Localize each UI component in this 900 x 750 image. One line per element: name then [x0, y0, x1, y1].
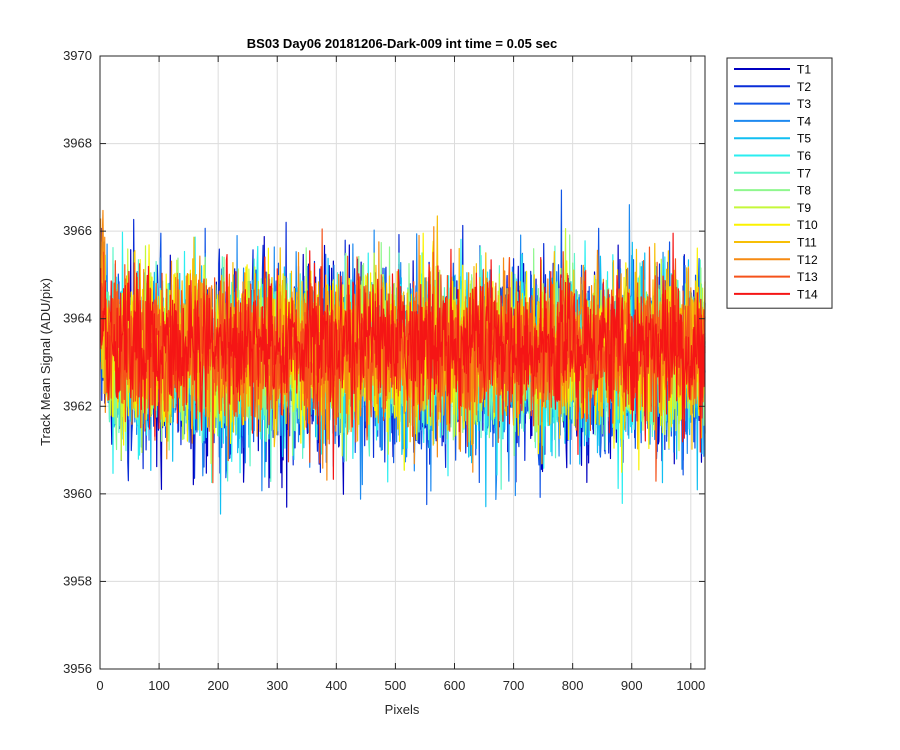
legend-label: T7: [797, 166, 811, 180]
legend-label: T10: [797, 218, 818, 232]
legend-label: T1: [797, 63, 811, 77]
legend-label: T6: [797, 149, 811, 163]
x-tick-label: 200: [207, 678, 229, 693]
legend: T1 T2 T3 T4 T5 T6 T7 T8 T9 T10 T11 T12 T13 T14: [726, 57, 833, 309]
y-tick-label: 3958: [63, 573, 92, 588]
y-tick-label: 3968: [63, 136, 92, 151]
x-tick-label: 900: [621, 678, 643, 693]
x-axis-label: Pixels: [385, 702, 420, 717]
x-tick-label: 600: [444, 678, 466, 693]
axis-ticks: 0 100 200 300 400 500 600 700 800 900 1000 3956 3958…: [63, 48, 705, 693]
legend-label: T13: [797, 270, 818, 284]
y-tick-label: 3970: [63, 48, 92, 63]
legend-label: T8: [797, 184, 811, 198]
legend-label: T3: [797, 97, 811, 111]
x-tick-label: 700: [503, 678, 525, 693]
plot-area-frame: [99, 55, 706, 670]
series-line-t14: [99, 232, 706, 480]
y-tick-label: 3956: [63, 661, 92, 676]
legend-label: T14: [797, 287, 818, 301]
legend-label: T12: [797, 253, 818, 267]
legend-label: T9: [797, 201, 811, 215]
legend-box: [726, 57, 833, 309]
plot-lines: [99, 189, 706, 515]
y-tick-label: 3966: [63, 223, 92, 238]
legend-label: T2: [797, 80, 811, 94]
x-tick-label: 0: [96, 678, 103, 693]
legend-label: T5: [797, 132, 811, 146]
chart-title: BS03 Day06 20181206-Dark-009 int time = …: [247, 36, 557, 51]
x-tick-label: 800: [562, 678, 584, 693]
y-tick-label: 3962: [63, 398, 92, 413]
x-tick-label: 1000: [676, 678, 705, 693]
y-tick-label: 3960: [63, 486, 92, 501]
legend-label: T11: [797, 236, 817, 250]
y-axis-label: Track Mean Signal (ADU/pix): [38, 278, 53, 446]
x-tick-label: 100: [148, 678, 170, 693]
x-tick-label: 500: [385, 678, 407, 693]
x-tick-label: 300: [266, 678, 288, 693]
series-line-t13: [99, 228, 706, 484]
legend-label: T4: [797, 114, 811, 128]
x-tick-label: 400: [325, 678, 347, 693]
y-tick-label: 3964: [63, 311, 92, 326]
